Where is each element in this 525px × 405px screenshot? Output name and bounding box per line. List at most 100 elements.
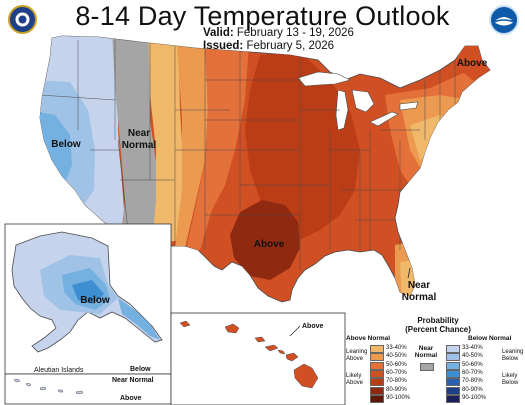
below-bin-swatch — [446, 394, 460, 403]
above-bin-label: 90-100% — [386, 394, 411, 401]
label-below-west: Below — [51, 139, 81, 150]
lake-ontario — [399, 101, 419, 111]
label-aleutian-below: Below — [130, 366, 151, 373]
above-bin-row: 90-100% — [370, 394, 424, 403]
above-bin-row: 60-70% — [370, 369, 424, 378]
legend-leaning-above-1: Leaning — [346, 349, 368, 355]
aleutian-inset-frame — [4, 373, 172, 405]
above-bin-label: 80-90% — [386, 386, 407, 393]
near-normal-zone — [112, 36, 158, 240]
above-bin-label: 33-40% — [386, 345, 407, 351]
issued-date: Issued: February 5, 2026 — [203, 40, 334, 52]
below-bin-row: 90-100% — [446, 394, 500, 403]
above-bin-swatch — [370, 378, 384, 387]
issued-value: February 5, 2026 — [246, 40, 335, 52]
label-above-northeast: Above — [457, 58, 488, 69]
state-borders — [40, 38, 456, 270]
below-bin-row: 70-80% — [446, 377, 500, 387]
above-bin-label: 70-80% — [386, 378, 407, 385]
lake-superior — [297, 71, 351, 87]
lake-michigan — [335, 89, 349, 131]
above-bin-row: 40-50% — [370, 352, 424, 362]
map-title: 8-14 Day Temperature Outlook — [75, 1, 450, 31]
label-aleutian-above: Above — [120, 395, 142, 402]
below-bin-swatch — [446, 378, 460, 387]
below-bin-swatch — [446, 386, 460, 395]
below-bin-row: 50-60% — [446, 361, 500, 370]
above-bin-swatch — [370, 386, 384, 395]
above-bin-swatch — [370, 394, 384, 403]
below-bin-label: 90-100% — [462, 394, 487, 401]
alaska-region — [11, 231, 163, 353]
legend-leaning-above-2: Above — [346, 356, 364, 362]
below-bin-label: 33-40% — [462, 345, 483, 351]
legend-leaning-below: Leaning Below — [502, 349, 523, 363]
label-near-west-1: Near — [128, 128, 150, 139]
above-bin-swatch — [370, 353, 384, 362]
above-50-60-zone-west — [186, 36, 250, 250]
above-bin-row: 80-90% — [370, 386, 424, 395]
valid-label: Valid: — [203, 27, 234, 39]
label-near-florida-2: Normal — [402, 292, 437, 303]
lake-huron — [351, 89, 375, 113]
valid-value: February 13 - 19, 2026 — [236, 27, 354, 39]
below-bin-row: 33-40% — [446, 344, 500, 353]
legend-likely-above: Likely Above — [346, 373, 363, 387]
legend-leaning-above: Leaning Above — [346, 349, 367, 363]
below-bin-row: 40-50% — [446, 352, 500, 362]
below-bin-label: 40-50% — [462, 353, 483, 360]
above-40-50-zone-west — [175, 36, 208, 248]
below-bin-label: 60-70% — [462, 369, 483, 376]
above-80-90-zone — [230, 200, 300, 280]
aleutian-islands — [13, 378, 84, 395]
above-bin-swatch — [370, 345, 384, 353]
legend-title-2: (Percent Chance) — [405, 325, 471, 334]
below-bin-swatch — [446, 345, 460, 353]
below-bin-swatch — [446, 353, 460, 362]
legend-likely-below-2: Below — [502, 380, 519, 386]
below-bin-swatch — [446, 369, 460, 378]
above-bin-swatch — [370, 369, 384, 378]
label-hawaii-above: Above — [302, 323, 324, 330]
above-bin-row: 50-60% — [370, 361, 424, 370]
below-bin-swatch — [446, 361, 460, 370]
label-aleutian-near: Near Normal — [112, 377, 154, 384]
commerce-seal-logo — [8, 5, 37, 34]
above-70-80-zone — [245, 52, 360, 240]
label-near-west-2: Normal — [122, 140, 157, 151]
valid-dates: Valid: February 13 - 19, 2026 — [203, 27, 354, 39]
legend-title-1: Probability — [417, 316, 459, 325]
above-bin-row: 33-40% — [370, 344, 424, 353]
label-aleutian-islands: Aleutian Islands — [34, 367, 84, 374]
legend-likely-below-1: Likely — [502, 373, 518, 379]
label-above-south: Above — [254, 239, 285, 250]
label-below-alaska: Below — [80, 295, 110, 306]
legend-leaning-below-2: Below — [502, 356, 519, 362]
above-bin-row: 70-80% — [370, 377, 424, 387]
above-bin-label: 60-70% — [386, 369, 407, 376]
legend-leaning-below-1: Leaning — [502, 349, 524, 355]
below-bin-label: 70-80% — [462, 378, 483, 385]
below-bin-label: 80-90% — [462, 386, 483, 393]
below-bin-row: 60-70% — [446, 369, 500, 378]
label-near-florida-1: Near — [408, 280, 430, 291]
legend-below-header: Below Normal — [468, 335, 512, 342]
hawaii-inset-frame — [170, 312, 346, 405]
noaa-logo — [489, 5, 519, 35]
below-bin-label: 50-60% — [462, 361, 483, 368]
above-bin-label: 50-60% — [386, 361, 407, 368]
lake-erie — [369, 111, 399, 127]
legend-near-swatch — [420, 363, 434, 371]
legend-likely-above-2: Above — [346, 380, 364, 386]
hawaii-islands — [179, 320, 319, 389]
legend-above-header: Above Normal — [346, 335, 391, 342]
above-bin-swatch — [370, 361, 384, 370]
great-lakes — [297, 71, 419, 131]
legend-likely-below: Likely Below — [502, 373, 518, 387]
florida-leader-line — [407, 267, 411, 279]
hawaii-leader-line — [289, 325, 301, 337]
legend-near-header-1: Near — [418, 345, 434, 352]
legend: Probability (Percent Chance) Above Norma… — [346, 313, 525, 405]
above-bin-label: 40-50% — [386, 353, 407, 360]
